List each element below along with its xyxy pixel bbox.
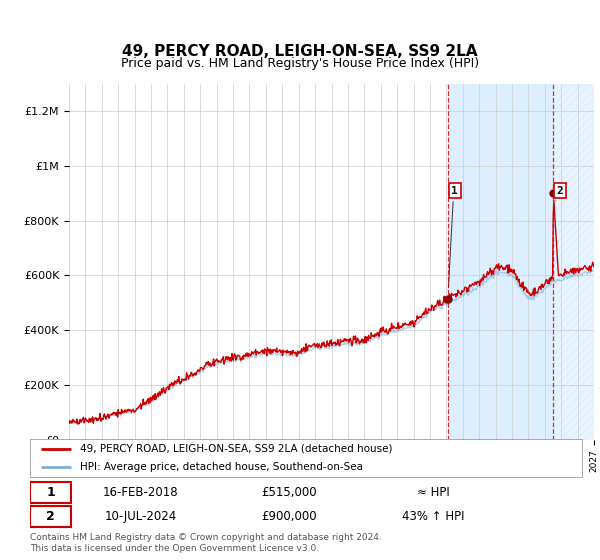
FancyBboxPatch shape [30,506,71,527]
Text: Price paid vs. HM Land Registry's House Price Index (HPI): Price paid vs. HM Land Registry's House … [121,57,479,70]
Text: 1: 1 [46,486,55,499]
Text: HPI: Average price, detached house, Southend-on-Sea: HPI: Average price, detached house, Sout… [80,462,362,472]
Text: 10-JUL-2024: 10-JUL-2024 [104,510,176,523]
Text: £515,000: £515,000 [262,486,317,499]
Text: 49, PERCY ROAD, LEIGH-ON-SEA, SS9 2LA (detached house): 49, PERCY ROAD, LEIGH-ON-SEA, SS9 2LA (d… [80,444,392,454]
Text: Contains HM Land Registry data © Crown copyright and database right 2024.
This d: Contains HM Land Registry data © Crown c… [30,533,382,553]
Text: 2: 2 [46,510,55,523]
Text: ≈ HPI: ≈ HPI [416,486,449,499]
Text: 49, PERCY ROAD, LEIGH-ON-SEA, SS9 2LA: 49, PERCY ROAD, LEIGH-ON-SEA, SS9 2LA [122,44,478,59]
Text: 43% ↑ HPI: 43% ↑ HPI [402,510,464,523]
Text: 1: 1 [451,186,458,195]
FancyBboxPatch shape [30,482,71,503]
Bar [553,84,600,440]
Bar [448,84,553,440]
Text: £900,000: £900,000 [262,510,317,523]
Text: 2: 2 [557,186,563,195]
Text: 16-FEB-2018: 16-FEB-2018 [103,486,178,499]
